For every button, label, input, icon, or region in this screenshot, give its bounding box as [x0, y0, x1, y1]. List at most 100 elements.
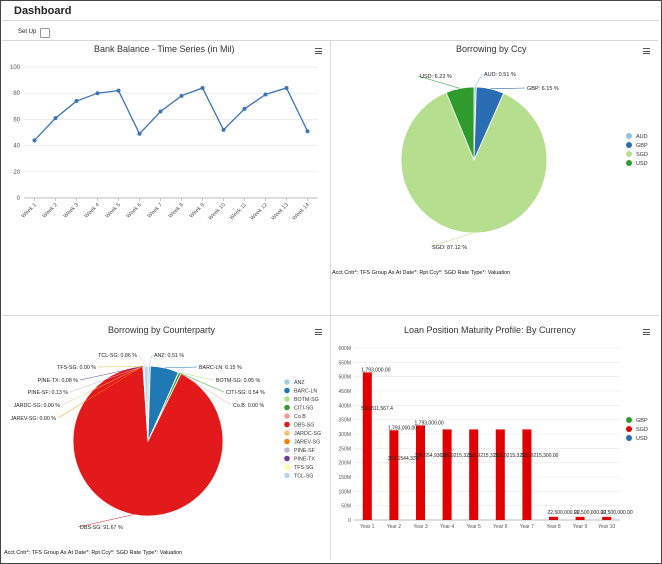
- bar: [469, 429, 479, 520]
- legend-marker: [284, 413, 290, 419]
- y-tick-label: 80: [13, 91, 20, 97]
- cpty-filter-note: Acct Cntr*: TFS Group As At Date*: Rpt C…: [4, 550, 183, 556]
- data-point: [284, 85, 289, 90]
- x-tick-label: Week 3: [63, 202, 80, 219]
- data-point: [116, 88, 121, 93]
- data-label: 315,9215,321.: [494, 453, 526, 459]
- slice-label: CITI-SG: 0.54 %: [226, 390, 265, 396]
- x-tick-label: Week 13: [270, 202, 290, 222]
- slice-label: Co.B: 0.00 %: [233, 403, 264, 409]
- x-tick-label: Year 7: [520, 524, 534, 530]
- legend-marker: [284, 379, 290, 385]
- x-tick-label: Year 9: [573, 524, 587, 530]
- x-tick-label: Week 4: [84, 202, 101, 219]
- data-point: [137, 131, 142, 136]
- borrowing-ccy-chart: AUD: 0.51 % GBP: 6.15 % SGD: 87.12 % USD: 6…: [400, 72, 648, 251]
- pie-slice: [143, 365, 149, 442]
- data-label: 1,793,000.00: [388, 425, 417, 431]
- legend-marker: [626, 417, 632, 423]
- legend-marker: [284, 421, 290, 428]
- bar: [442, 429, 452, 520]
- data-label: 315,9215,321.: [468, 453, 500, 459]
- label-connector: [61, 365, 144, 406]
- x-tick-label: Year 4: [440, 524, 454, 530]
- x-tick-label: Week 5: [105, 202, 122, 219]
- legend-label: PINE-TX: [294, 457, 315, 463]
- slice-label: PINE-TX: 0.08 %: [38, 378, 79, 384]
- cpty-chart-menu-icon[interactable]: [315, 329, 322, 335]
- label-connector: [417, 75, 460, 89]
- data-point: [158, 109, 163, 114]
- y-tick-label: 550M: [338, 360, 351, 366]
- x-tick-label: Week 6: [126, 202, 143, 219]
- slice-label: SGD: 87.12 %: [432, 245, 467, 251]
- pie-slice: [445, 86, 475, 161]
- bar: [522, 429, 532, 520]
- label-connector: [164, 366, 198, 369]
- slice-label: TCL-SG: 0.86 %: [98, 353, 137, 359]
- slice-label: ANZ: 0.51 %: [154, 353, 184, 359]
- label-connector: [148, 354, 153, 367]
- slice-label: DBS-SG: 91.67 %: [80, 525, 123, 531]
- label-connector: [69, 365, 144, 393]
- legend-marker: [284, 430, 290, 436]
- label-connector: [178, 372, 215, 381]
- data-label: 315,9215,321.: [441, 453, 473, 459]
- bar: [602, 516, 612, 520]
- x-tick-label: Week 8: [168, 202, 185, 219]
- legend-label: USD: [636, 436, 648, 442]
- data-point: [263, 92, 268, 97]
- borrowing-cpty-chart: ANZ: 0.51 % BARC-LN: 6.15 % BOTM-SG: 0.05 …: [10, 353, 321, 531]
- legend-marker: [284, 455, 290, 462]
- label-connector: [57, 365, 144, 419]
- ccy-chart-menu-icon[interactable]: [643, 48, 650, 54]
- y-tick-label: 450M: [338, 389, 351, 395]
- data-label: 510,811,567.4: [361, 406, 393, 412]
- borrowing-cpty-title: Borrowing by Counterparty: [108, 325, 216, 335]
- legend-label: TFS-SG: [294, 465, 313, 471]
- y-tick-label: 350M: [338, 418, 351, 424]
- bank-balance-title: Bank Balance - Time Series (in Mil): [94, 44, 235, 54]
- y-tick-label: 40: [13, 144, 20, 150]
- x-tick-label: Week 1: [21, 202, 38, 219]
- data-point: [305, 129, 310, 134]
- loan-profile-title: Loan Position Maturity Profile: By Curre…: [404, 325, 576, 335]
- label-connector: [474, 73, 483, 88]
- slice-label: PINE-SF: 0.13 %: [28, 390, 69, 396]
- legend-marker: [284, 447, 290, 453]
- legend-label: DBS-SG: [294, 423, 314, 429]
- bar: [495, 429, 505, 520]
- slice-label: BOTM-SG: 0.05 %: [216, 378, 260, 384]
- y-tick-label: 0: [348, 518, 351, 524]
- legend-marker: [626, 133, 632, 139]
- x-tick-label: Year 10: [598, 524, 615, 530]
- x-tick-label: Week 10: [207, 202, 227, 222]
- x-tick-label: Year 6: [493, 524, 507, 530]
- data-point: [200, 85, 205, 90]
- data-label: 22,500,000.00: [574, 510, 606, 516]
- legend-label: SGD: [636, 427, 648, 433]
- label-connector: [77, 514, 134, 528]
- data-label: 22,500,000.00: [548, 510, 580, 516]
- setup-checkbox[interactable]: [40, 28, 50, 38]
- page-title: Dashboard: [14, 5, 72, 17]
- bar: [389, 430, 399, 520]
- pie-slice: [72, 365, 224, 517]
- legend-marker: [284, 404, 290, 411]
- legend-label: GBP: [636, 418, 648, 424]
- legend-marker: [284, 438, 290, 445]
- data-point: [179, 93, 184, 98]
- legend-marker: [626, 160, 632, 166]
- x-tick-label: Year 1: [360, 524, 374, 530]
- x-tick-label: Year 8: [546, 524, 560, 530]
- x-tick-label: Year 5: [467, 524, 481, 530]
- label-connector: [429, 232, 474, 248]
- y-tick-label: 100: [10, 65, 21, 71]
- legend-label: GBP: [636, 143, 648, 149]
- loan-chart-menu-icon[interactable]: [643, 329, 650, 335]
- slice-label: JARDC-SG: 0.00 %: [13, 403, 60, 409]
- bank-chart-menu-icon[interactable]: [315, 48, 322, 54]
- legend-label: AUD: [636, 134, 648, 140]
- legend-label: TCL-SG: [294, 474, 313, 480]
